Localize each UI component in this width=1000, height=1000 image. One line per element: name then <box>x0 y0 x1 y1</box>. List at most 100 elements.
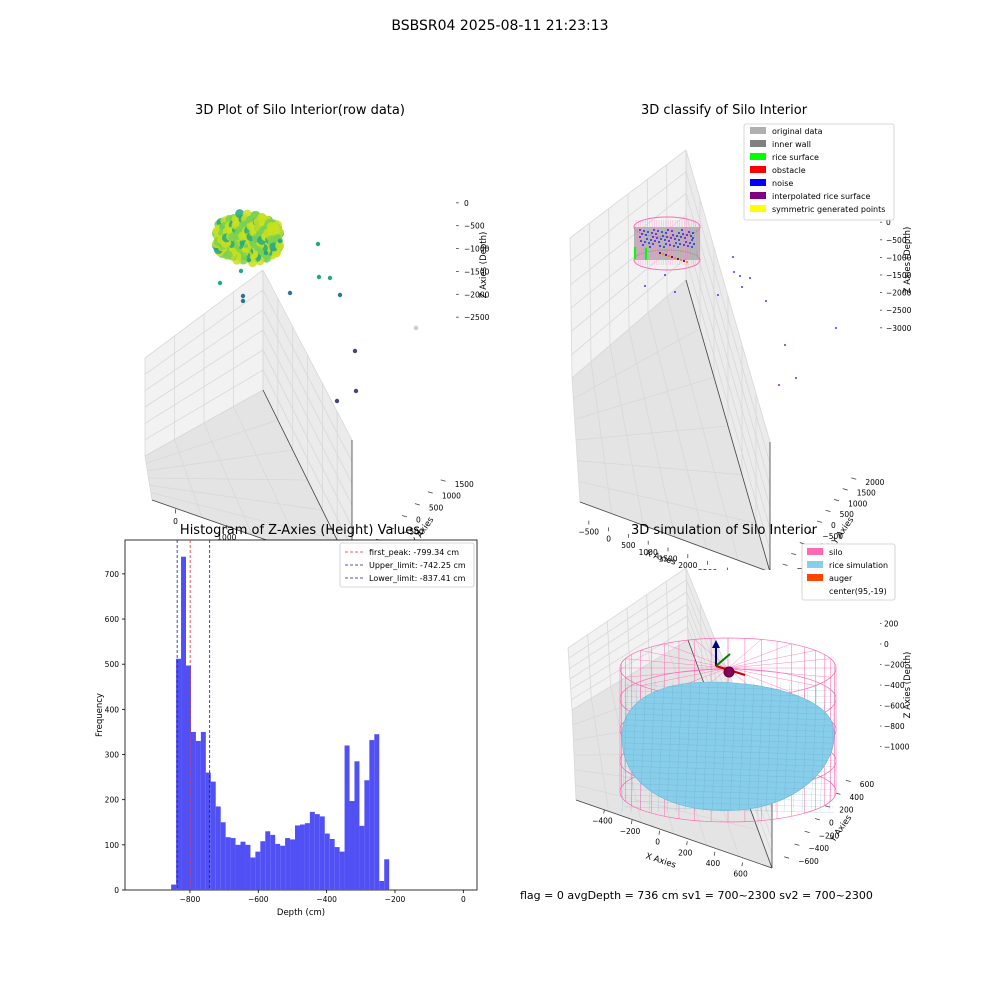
p1-z-tick-label: −1000 <box>464 245 490 254</box>
p4-rice-mesh-line <box>623 766 835 773</box>
p4-rice-mesh-line <box>623 708 835 715</box>
p3-bar <box>344 745 350 890</box>
p2-noise-point <box>652 243 654 245</box>
p4-rice-mesh-line <box>738 681 746 813</box>
p4-silo-spoke <box>727 667 831 678</box>
panel2-title: 3D classify of Silo Interior <box>640 103 808 118</box>
p3-x-tick-label: −600 <box>248 895 269 904</box>
p2-legend-label: rice surface <box>772 153 819 162</box>
p2-y-tick-label: −500 <box>822 532 843 541</box>
p2-noise-point <box>654 240 656 242</box>
p2-noise-point <box>691 246 693 248</box>
p2-noise-point <box>643 230 645 232</box>
p1-z-tick-label: −1500 <box>464 267 490 276</box>
p2-noise-point <box>661 231 663 233</box>
p2-axes-box <box>569 149 771 570</box>
p2-y-tick-label: 0 <box>831 521 836 530</box>
p2-rice-surface-point <box>633 246 637 250</box>
p3-y-tick-label: 300 <box>105 751 120 760</box>
p2-noise-point <box>693 243 695 245</box>
panel4-surface3d: −400 −200 0 200 400 600 −600 −400 −200 0 200 400 600… <box>567 543 913 878</box>
p4-rice-mesh-line <box>720 681 728 813</box>
p2-noise-point <box>733 271 735 273</box>
p2-floor-pane <box>572 280 770 570</box>
p4-rice-mesh-line <box>801 681 809 813</box>
p2-noise-point <box>778 384 780 386</box>
p4-x-tick <box>741 862 743 867</box>
p1-point <box>271 226 281 236</box>
panel1-title: 3D Plot of Silo Interior(row data) <box>195 103 405 118</box>
p2-y-tick <box>782 563 788 566</box>
p4-y-tick-label: 400 <box>850 793 865 802</box>
p4-silo-spoke <box>640 667 729 686</box>
p2-noise-point <box>645 234 647 236</box>
p4-rice-mesh-line <box>765 681 773 813</box>
p4-z-tick-label: 0 <box>884 640 889 649</box>
p4-grid-z <box>569 603 688 680</box>
p1-outlier-point <box>337 292 343 298</box>
p3-bar <box>314 814 320 890</box>
p2-rice-surface-point <box>644 257 648 261</box>
p1-grid-z <box>262 369 353 549</box>
p2-noise-point <box>660 238 662 240</box>
p3-bar <box>309 811 315 890</box>
p2-interpolated-point <box>680 259 682 261</box>
p1-y-tick <box>388 526 395 530</box>
p1-x-tick-label: 1000 <box>217 533 236 542</box>
p2-noise-point <box>678 232 680 234</box>
p3-bar <box>195 740 201 890</box>
p4-x-tick <box>630 820 633 825</box>
p1-grid-z <box>262 329 353 506</box>
p2-legend-swatch <box>750 179 766 186</box>
p1-y-tick <box>427 491 433 494</box>
p2-noise-point <box>679 243 681 245</box>
p2-legend-label: obstacle <box>772 166 806 175</box>
p2-noise-point <box>657 230 659 232</box>
p2-legend-label: noise <box>772 179 793 188</box>
p2-noise-point <box>670 237 672 239</box>
p2-noise-point <box>642 244 644 246</box>
p4-rice-mesh-line <box>684 681 692 813</box>
p1-y-tick-label: 1000 <box>442 492 461 501</box>
p4-x-tick-label: 600 <box>733 869 748 878</box>
p4-rice-mesh-line <box>702 681 710 813</box>
p2-noise-point <box>667 229 669 231</box>
p2-noise-point <box>664 239 666 241</box>
p2-noise-point <box>662 235 664 237</box>
p2-y-tick <box>825 509 831 513</box>
p1-outlier-point <box>240 293 246 299</box>
p3-bar <box>319 816 325 890</box>
p4-legend-label: rice simulation <box>829 561 888 570</box>
p1-z-axis-label: Z Axies (Depth) <box>479 232 489 299</box>
p2-interpolated-point <box>662 253 664 255</box>
p2-noise-point <box>651 232 653 234</box>
p2-legend-swatch <box>750 166 766 173</box>
p2-rice-surface-point <box>644 249 648 253</box>
p2-noise-point <box>655 233 657 235</box>
p2-noise-point <box>658 241 660 243</box>
p4-grid-z <box>568 579 687 659</box>
p3-bar <box>275 843 281 890</box>
p1-y-tick <box>440 479 446 482</box>
p2-legend-label: interpolated rice surface <box>772 192 870 201</box>
p4-rice-mesh-line <box>623 690 835 697</box>
p2-noise-point <box>648 242 650 244</box>
p3-y-tick-label: 0 <box>114 886 119 895</box>
p2-legend-swatch <box>750 153 766 160</box>
p2-noise-point <box>749 277 751 279</box>
p1-grid-z <box>144 309 264 391</box>
p4-grid-z <box>571 639 689 711</box>
panel3-histogram: −800 −600 −400 −200 0 0 100 200 300 400 500 600 700 D… <box>95 539 478 918</box>
p2-grid-z <box>685 214 771 508</box>
p1-outlier-point <box>246 257 252 263</box>
p1-outlier-point <box>413 325 419 331</box>
p3-bar <box>181 556 187 890</box>
p4-rice-mesh-line <box>623 771 835 779</box>
p4-y-tick <box>845 779 851 783</box>
p2-y-tick-label: 1500 <box>857 489 876 498</box>
p2-noise-point <box>692 237 694 239</box>
p4-rice-mesh-line <box>675 681 683 813</box>
p4-rice-mesh-line <box>623 754 835 761</box>
p4-z-tick-label: −600 <box>884 702 905 711</box>
p3-bar <box>190 731 196 890</box>
